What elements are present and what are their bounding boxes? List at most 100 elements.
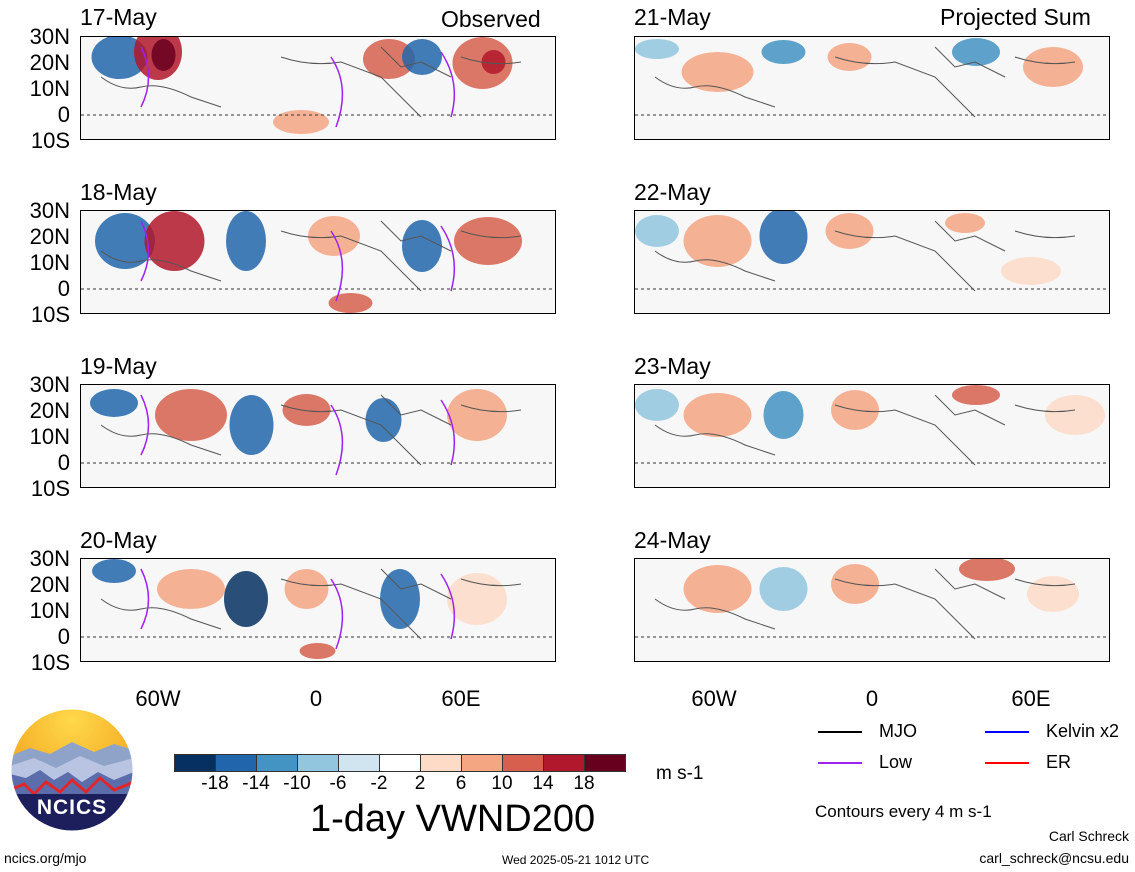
lon-label-0-right: 0 (865, 686, 879, 711)
lon-label-60e-right: 60E (1011, 686, 1051, 711)
anomaly-blob (229, 395, 274, 455)
colorbar-tick-label: -18 (201, 773, 229, 794)
colorbar-tick-label: -2 (370, 773, 388, 794)
anomaly-blob (454, 217, 522, 265)
vwnd-field (81, 211, 555, 313)
anomaly-blob (328, 293, 373, 313)
panel-date-19-may: 19-May (80, 353, 157, 379)
coastline (100, 220, 522, 292)
anomaly-blob (284, 569, 329, 609)
low-contour (140, 568, 456, 650)
coastline (100, 46, 522, 118)
lat-label-10s-row3: 10S (30, 650, 70, 675)
anomaly-blob (635, 389, 679, 421)
anomaly-blob (157, 569, 225, 609)
colorbar-swatch (256, 754, 298, 772)
colorbar-swatch (461, 754, 503, 772)
legend-mjo-line (818, 731, 862, 733)
anomaly-blob (95, 213, 155, 269)
panel-date-24-may: 24-May (634, 527, 711, 553)
anomaly-blob (299, 643, 336, 659)
map-panel-17-may (80, 36, 556, 140)
anomaly-blob (681, 52, 754, 92)
colorbar-tick-label: 14 (532, 773, 554, 794)
anomaly-blob (683, 565, 752, 613)
panel-date-17-may: 17-May (80, 4, 157, 30)
map-panel-23-may (634, 384, 1110, 488)
lat-label-10s-row0: 10S (30, 128, 70, 153)
colorbar-swatch (379, 754, 421, 772)
anomaly-blob (945, 213, 985, 233)
anomaly-blob (447, 389, 507, 441)
anomaly-blob (91, 37, 148, 79)
anomaly-blob (380, 569, 420, 629)
lat-label-0-row0: 0 (57, 102, 70, 127)
lat-label-30n-row0: 30N (29, 24, 70, 49)
coastline (100, 568, 522, 640)
map-panel-18-may (80, 210, 556, 314)
lat-label-20n-row1: 20N (29, 224, 70, 249)
colorbar-swatch (338, 754, 380, 772)
timestamp: Wed 2025-05-21 1012 UTC (502, 853, 650, 867)
colorbar-swatch (297, 754, 339, 772)
anomaly-blob (90, 389, 138, 417)
lon-label-60w-left: 60W (135, 686, 181, 711)
lat-label-10n-row3: 10N (29, 598, 70, 623)
author-name: Carl Schreck (1048, 828, 1129, 844)
anomaly-blob (363, 39, 415, 79)
panel-date-18-may: 18-May (80, 179, 157, 205)
lat-label-10n-row1: 10N (29, 250, 70, 275)
colorbar-swatch (502, 754, 544, 772)
anomaly-blob (683, 215, 752, 267)
anomaly-blob (402, 220, 442, 272)
colorbar-swatch (215, 754, 257, 772)
observed-title: Observed (441, 6, 541, 32)
map-panel-22-may (634, 210, 1110, 314)
anomaly-blob (1023, 47, 1083, 87)
lon-label-0-left: 0 (309, 686, 323, 711)
anomaly-blob (402, 39, 442, 75)
anomaly-blob (952, 38, 1000, 66)
panel-date-23-may: 23-May (634, 353, 711, 379)
colorbar-tick-label: -6 (329, 773, 347, 794)
colorbar-tick-label: 10 (491, 773, 513, 794)
vwnd-field (81, 389, 555, 476)
coastline (100, 394, 522, 466)
legend-er-label: ER (1046, 752, 1072, 772)
map-panel-19-may (80, 384, 556, 488)
map-panel-20-may (80, 558, 556, 662)
legend-kelvin-label: Kelvin x2 (1046, 721, 1120, 741)
legend-mjo-label: MJO (879, 721, 917, 741)
colorbar-swatch (420, 754, 462, 772)
lat-label-10n-row0: 10N (29, 76, 70, 101)
anomaly-blob (155, 389, 227, 441)
colorbar-tick-label: -10 (283, 773, 311, 794)
lat-label-20n-row0: 20N (29, 50, 70, 75)
colorbar-tick-label: 2 (414, 773, 426, 794)
lat-label-20n-row2: 20N (29, 398, 70, 423)
site-url[interactable]: ncics.org/mjo (4, 850, 87, 866)
anomaly-blob (761, 40, 806, 64)
vwnd-field (635, 38, 1109, 118)
logo-text: NCICS (36, 796, 108, 819)
lat-label-30n-row2: 30N (29, 372, 70, 397)
author-email[interactable]: carl_schreck@ncsu.edu (979, 850, 1129, 866)
anomaly-blob (959, 559, 1015, 581)
colorbar-swatch (174, 754, 216, 772)
colorbar-tick-label: 6 (455, 773, 467, 794)
legend-low-label: Low (879, 752, 913, 772)
colorbar-tick-label: 18 (573, 773, 595, 794)
anomaly-blob (365, 398, 402, 442)
lat-label-30n-row3: 30N (29, 546, 70, 571)
legend-kelvin-line (985, 731, 1029, 733)
vwnd-field (81, 37, 555, 134)
coastline (654, 568, 1076, 640)
low-contour (140, 46, 456, 128)
anomaly-blob (827, 43, 872, 71)
projected-sum-title: Projected Sum (940, 4, 1091, 30)
coastline (654, 394, 1076, 466)
panel-date-22-may: 22-May (634, 179, 711, 205)
panel-date-21-may: 21-May (634, 4, 711, 30)
anomaly-blob (759, 211, 808, 264)
anomaly-blob (144, 211, 205, 271)
